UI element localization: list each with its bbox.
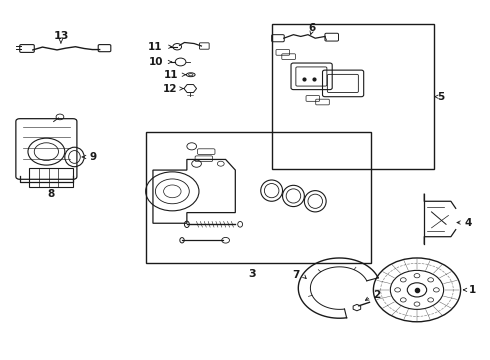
Text: 1: 1 (469, 285, 477, 295)
Text: 3: 3 (248, 269, 256, 279)
Text: 13: 13 (53, 31, 69, 41)
Text: 2: 2 (373, 290, 381, 300)
Text: 5: 5 (437, 92, 444, 102)
Text: 11: 11 (164, 70, 178, 80)
Text: 7: 7 (292, 270, 299, 280)
Text: 12: 12 (163, 84, 177, 94)
Text: 11: 11 (148, 42, 163, 52)
Text: 6: 6 (308, 23, 316, 33)
Bar (146, 132, 371, 263)
Text: 8: 8 (48, 189, 55, 199)
Text: 4: 4 (465, 217, 472, 228)
Text: 10: 10 (149, 57, 164, 67)
Text: 9: 9 (89, 152, 96, 162)
Bar (29, 168, 73, 187)
Bar (271, 24, 434, 169)
